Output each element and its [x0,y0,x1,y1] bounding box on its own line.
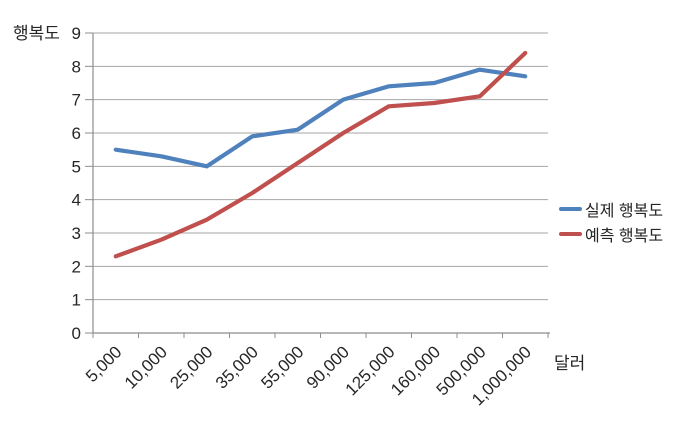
legend: 실제 행복도 예측 행복도 [559,196,663,246]
x-tick-label: 25,000 [166,342,216,392]
y-tick-label: 7 [72,91,81,110]
legend-item-actual-happiness: 실제 행복도 [559,196,663,221]
y-tick-label: 2 [72,257,81,276]
legend-item-predicted-happiness: 예측 행복도 [559,221,663,246]
legend-swatch-predicted-icon [559,231,582,236]
y-tick-label: 1 [72,291,81,310]
x-axis-title: 달러 [554,354,586,373]
legend-swatch-actual-icon [559,206,582,211]
series-line-0 [113,67,528,169]
legend-label-predicted: 예측 행복도 [585,227,664,245]
y-axis-title: 행복도 [13,24,60,43]
legend-label-actual: 실제 행복도 [585,202,664,220]
x-tick-label: 125,000 [342,342,399,399]
x-tick-label: 35,000 [212,342,262,392]
y-tick-label: 9 [72,24,81,43]
y-tick-label: 5 [72,157,81,176]
y-tick-label: 0 [72,324,81,343]
y-tick-label: 3 [72,224,81,243]
x-tick-label: 10,000 [121,342,171,392]
x-tick-label: 160,000 [387,342,444,399]
x-tick-label: 5,000 [82,342,126,386]
series-line-1 [113,50,528,259]
y-tick-label: 6 [72,124,81,143]
y-tick-label: 8 [72,57,81,76]
x-tick-label: 55,000 [257,342,307,392]
y-tick-label: 4 [72,191,81,210]
